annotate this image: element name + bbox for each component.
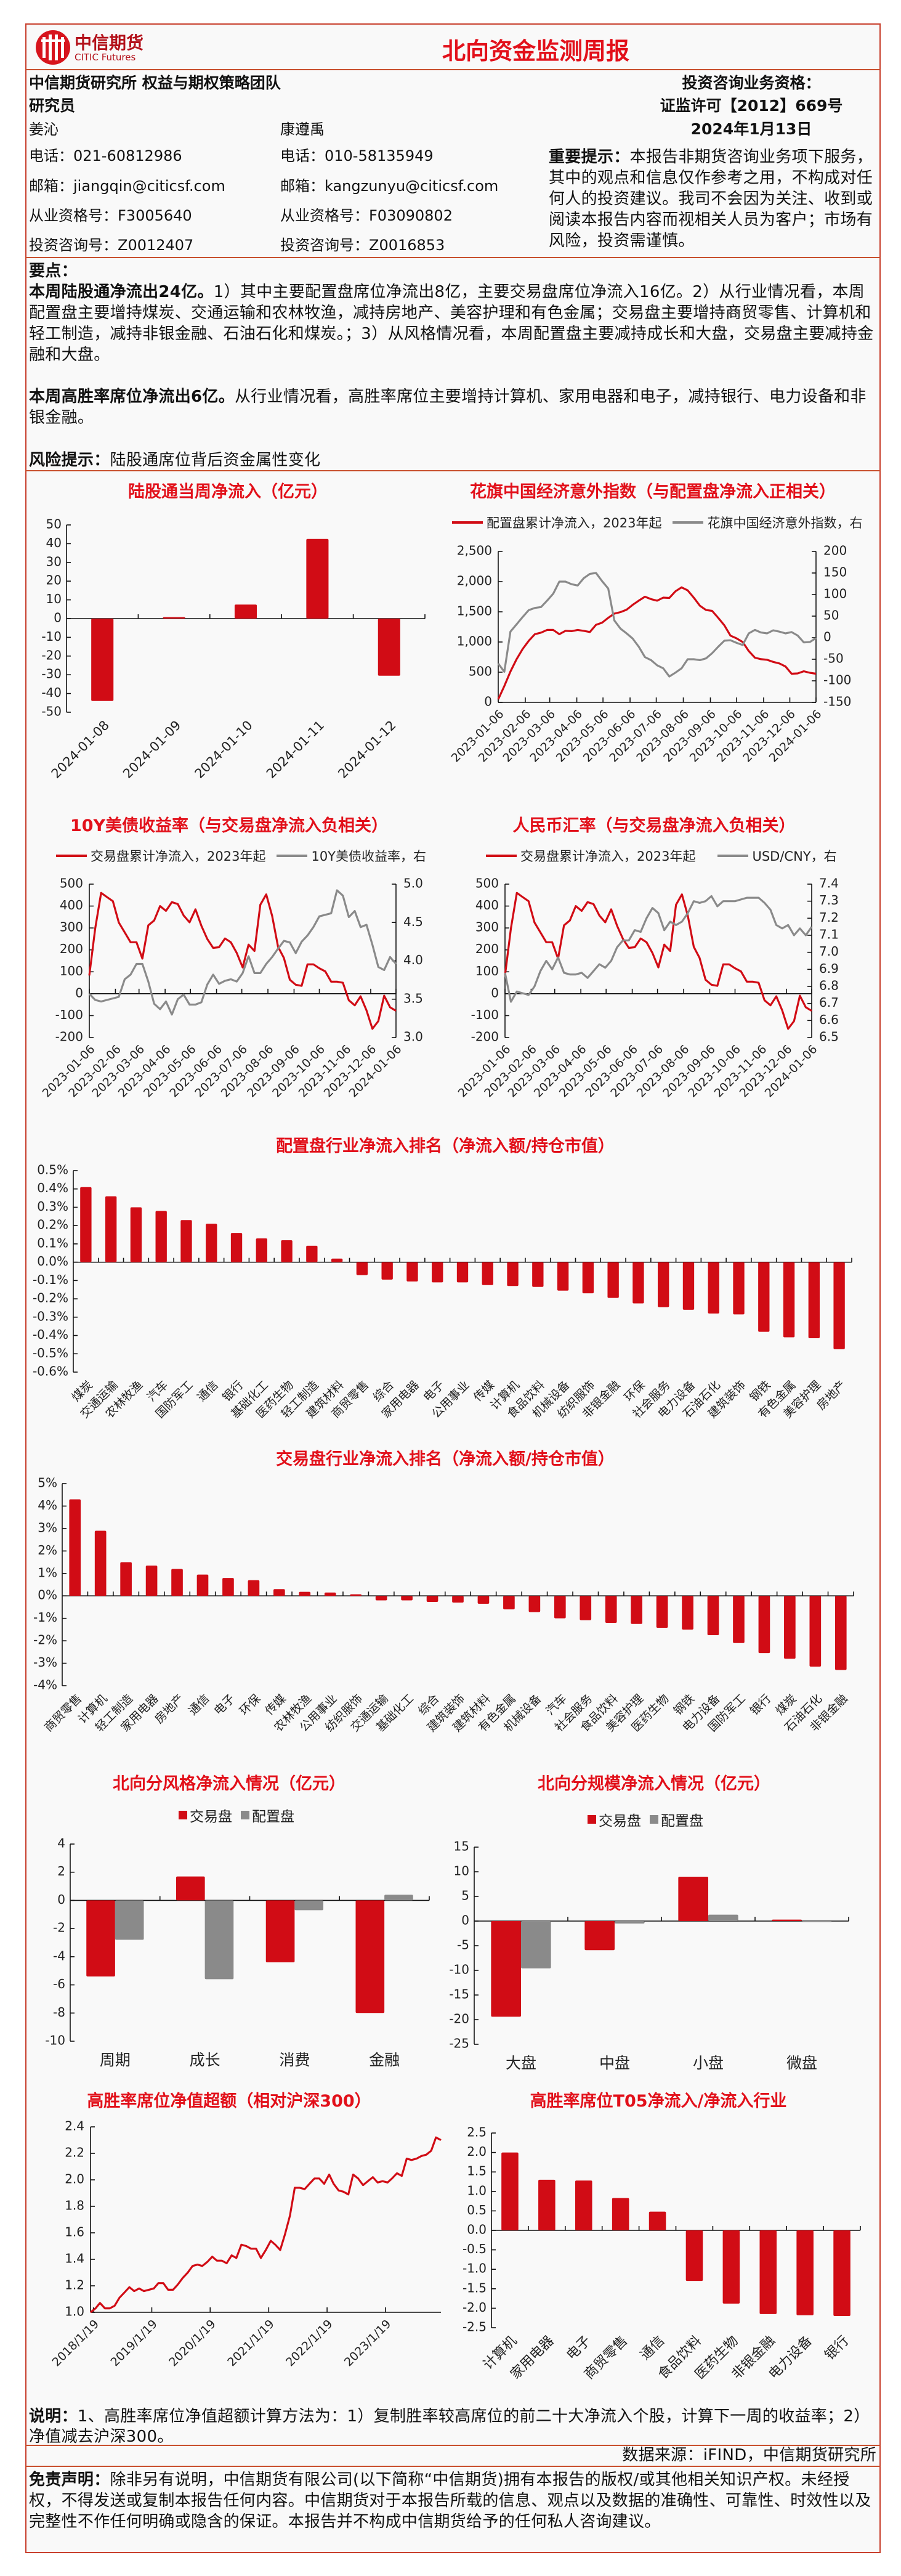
analyst-phone: 电话：010-58135949: [280, 147, 434, 165]
keypoint-flows-headline: 本周陆股通净流出24亿。: [29, 283, 214, 301]
method-note: 说明：1、高胜率席位净值超额计算方法为：1）复制胜率较高席位的前二十大净流入个股…: [29, 2407, 878, 2447]
analyst-phone: 电话：021-60812986: [29, 147, 182, 165]
chart-legend: 交易盘累计净流入，2023年起 USD/CNY，右: [486, 847, 837, 865]
legend-swatch: [486, 855, 517, 857]
divider: [25, 2445, 881, 2446]
logo-en: CITIC Futures: [75, 52, 136, 63]
chart-title: 高胜率席位净值超额（相对沪深300）: [87, 2092, 371, 2111]
legend-label: 交易盘累计净流入，2023年起: [520, 849, 696, 864]
disclaimer: 免责声明：除非另有说明，中信期货有限公司(以下简称“中信期货)拥有本报告的版权/…: [29, 2469, 878, 2532]
citic-logo-icon: [36, 30, 70, 65]
citic-logo: 中信期货 CITIC Futures: [34, 28, 157, 67]
role-label: 研究员: [29, 97, 76, 115]
risk-text: 陆股通席位背后资金属性变化: [110, 451, 321, 469]
team-name: 中信期货研究所 权益与期权策略团队: [29, 74, 281, 92]
report-date: 2024年1月13日: [690, 120, 812, 138]
analyst-name: 姜沁: [29, 121, 59, 138]
keypoint-high-winrate: 本周高胜率席位净流出6亿。从行业情况看，高胜率席位主要增持计算机、家用电器和电子…: [29, 386, 878, 428]
legend-label: 配置盘: [661, 1813, 703, 1829]
legend-label: 交易盘累计净流入，2023年起: [91, 849, 266, 864]
legend-label: 10Y美债收益率，右: [311, 849, 427, 864]
analyst-cert: 从业资格号：F03090802: [280, 207, 453, 224]
notice-text: 本报告非期货咨询业务项下服务，其中的观点和信息仅作参考之用，不构成对任何人的投资…: [549, 148, 873, 250]
legend-swatch: [650, 1815, 658, 1824]
chart-legend: 配置盘累计净流入，2023年起 花旗中国经济意外指数，右: [452, 513, 862, 532]
report-title: 北向资金监测周报: [442, 38, 629, 65]
data-source: 数据来源：iFIND，中信期货研究所: [622, 2446, 876, 2464]
logo-cn: 中信期货: [75, 33, 144, 53]
analyst-email: 邮箱：kangzunyu@citicsf.com: [280, 177, 499, 195]
legend-swatch: [179, 1811, 187, 1819]
divider: [25, 69, 881, 70]
legend-swatch: [452, 521, 483, 524]
chart-title: 10Y美债收益率（与交易盘净流入负相关）: [70, 816, 389, 835]
notice-label: 重要提示：: [549, 148, 630, 166]
analyst-cert: 从业资格号：F3005640: [29, 207, 192, 224]
divider: [25, 470, 881, 471]
chart-legend: 交易盘累计净流入，2023年起 10Y美债收益率，右: [56, 847, 426, 865]
disclaimer-text: 除非另有说明，中信期货有限公司(以下简称“中信期货)拥有本报告的版权/或其他相关…: [29, 2471, 871, 2531]
license-number: 证监许可【2012】669号: [660, 97, 843, 115]
disclaimer-label: 免责声明：: [29, 2471, 110, 2489]
legend-swatch: [588, 1815, 596, 1824]
chart-title: 北向分规模净流入情况（亿元）: [538, 1774, 770, 1794]
divider: [25, 257, 881, 258]
chart-title: 人民币汇率（与交易盘净流入负相关）: [512, 816, 796, 835]
legend-swatch: [56, 855, 87, 857]
legend-label: 花旗中国经济意外指数，右: [707, 516, 863, 530]
legend-label: 配置盘: [252, 1809, 294, 1825]
keypoint-flows-text: 1）其中主要配置盘席位净流出8亿，主要交易盘席位净流入16亿。2）从行业情况看，…: [29, 283, 874, 364]
analyst-email: 邮箱：jiangqin@citicsf.com: [29, 177, 225, 195]
note-label: 说明：: [29, 2407, 78, 2426]
keypoint-flows: 本周陆股通净流出24亿。1）其中主要配置盘席位净流出8亿，主要交易盘席位净流入1…: [29, 282, 878, 365]
keypoint-high-winrate-headline: 本周高胜率席位净流出6亿。: [29, 388, 235, 406]
risk-label: 风险提示：: [29, 451, 110, 469]
chart-legend: 交易盘 配置盘: [579, 1809, 703, 1830]
analyst-consult: 投资咨询号：Z0016853: [280, 237, 445, 254]
chart-title: 北向分风格净流入情况（亿元）: [113, 1774, 345, 1794]
chart-title: 高胜率席位T05净流入/净流入行业: [530, 2092, 787, 2111]
chart-legend: 交易盘 配置盘: [170, 1805, 294, 1826]
chart-title: 配置盘行业净流入排名（净流入额/持仓市值）: [276, 1137, 615, 1156]
legend-label: 交易盘: [599, 1813, 641, 1829]
legend-label: USD/CNY，右: [752, 849, 837, 864]
legend-label: 交易盘: [190, 1809, 232, 1825]
chart-title: 交易盘行业净流入排名（净流入额/持仓市值）: [276, 1450, 615, 1469]
legend-swatch: [277, 855, 308, 857]
legend-swatch: [673, 521, 704, 524]
important-notice: 重要提示：本报告非期货咨询业务项下服务，其中的观点和信息仅作参考之用，不构成对任…: [549, 147, 876, 251]
risk-warning: 风险提示：陆股通席位背后资金属性变化: [29, 450, 320, 471]
chart-title: 陆股通当周净流入（亿元）: [128, 482, 328, 502]
qualification-label: 投资咨询业务资格：: [682, 74, 821, 92]
analyst-consult: 投资咨询号：Z0012407: [29, 237, 194, 254]
keypoints-label: 要点：: [29, 262, 78, 280]
legend-swatch: [717, 855, 749, 857]
note-text: 1、高胜率席位净值超额计算方法为：1）复制胜率较高席位的前二十大净流入个股，计算…: [29, 2407, 870, 2446]
analyst-name: 康遵禹: [280, 121, 325, 138]
legend-label: 配置盘累计净流入，2023年起: [487, 516, 662, 530]
divider: [25, 2466, 881, 2467]
keypoint-high-winrate-text: 从行业情况看，高胜率席位主要增持计算机、家用电器和电子，减持银行、电力设备和非银…: [29, 388, 867, 427]
legend-swatch: [241, 1811, 249, 1819]
chart-title: 花旗中国经济意外指数（与配置盘净流入正相关）: [470, 482, 836, 502]
